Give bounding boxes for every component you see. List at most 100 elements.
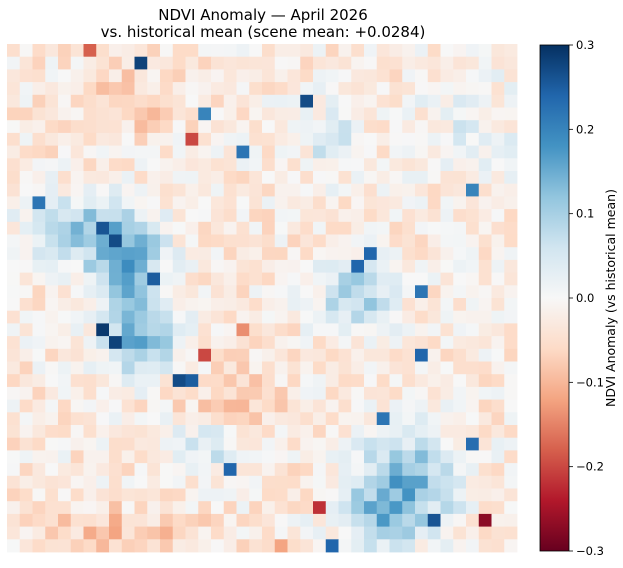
heatmap-cell (466, 272, 480, 286)
heatmap-cell (211, 310, 225, 324)
heatmap-cell (402, 221, 416, 235)
heatmap-cell (134, 272, 148, 286)
heatmap-cell (147, 513, 161, 527)
heatmap-cell (364, 132, 378, 146)
heatmap-cell (478, 69, 492, 83)
heatmap-cell (160, 539, 174, 553)
heatmap-cell (478, 285, 492, 299)
heatmap-cell (121, 69, 135, 83)
heatmap-cell (262, 247, 276, 261)
heatmap-cell (427, 437, 441, 451)
heatmap-cell (236, 82, 250, 96)
heatmap-cell (160, 488, 174, 502)
heatmap-cell (415, 158, 429, 172)
heatmap-cell (427, 82, 441, 96)
heatmap-cell (249, 336, 263, 350)
heatmap-cell (198, 94, 212, 108)
heatmap-cell (160, 221, 174, 235)
heatmap-cell (147, 336, 161, 350)
heatmap-cell (262, 386, 276, 400)
heatmap-cell (313, 171, 327, 185)
heatmap-cell (440, 437, 454, 451)
heatmap-cell (58, 298, 72, 312)
heatmap-cell (300, 488, 314, 502)
heatmap-cell (491, 56, 505, 70)
heatmap-cell (147, 463, 161, 477)
heatmap-cell (198, 247, 212, 261)
heatmap-cell (287, 209, 301, 223)
heatmap-cell (313, 475, 327, 489)
heatmap-cell (376, 94, 390, 108)
heatmap-cell (147, 69, 161, 83)
heatmap-cell (7, 171, 21, 185)
heatmap-cell (440, 463, 454, 477)
heatmap-cell (376, 69, 390, 83)
heatmap-cell (70, 399, 84, 413)
heatmap-cell (134, 221, 148, 235)
heatmap-cell (504, 56, 518, 70)
heatmap-cell (262, 526, 276, 540)
heatmap-cell (109, 44, 123, 58)
heatmap-cell (338, 412, 352, 426)
heatmap-cell (504, 94, 518, 108)
heatmap-cell (325, 120, 339, 134)
heatmap-cell (19, 298, 33, 312)
heatmap-cell (351, 323, 365, 337)
heatmap-cell (351, 386, 365, 400)
heatmap-cell (300, 69, 314, 83)
heatmap-cell (96, 450, 110, 464)
heatmap-cell (478, 488, 492, 502)
heatmap-cell (211, 374, 225, 388)
heatmap-cell (287, 247, 301, 261)
heatmap-cell (466, 183, 480, 197)
heatmap-cell (160, 399, 174, 413)
heatmap-cell (83, 425, 97, 439)
heatmap-cell (338, 234, 352, 248)
heatmap-cell (504, 348, 518, 362)
heatmap-cell (19, 323, 33, 337)
heatmap-cell (236, 171, 250, 185)
heatmap-cell (109, 488, 123, 502)
heatmap-cell (19, 183, 33, 197)
heatmap-cell (19, 488, 33, 502)
heatmap-cell (7, 94, 21, 108)
heatmap-cell (185, 336, 199, 350)
heatmap-cell (198, 374, 212, 388)
heatmap-cell (185, 234, 199, 248)
heatmap-cell (415, 56, 429, 70)
heatmap-cell (160, 425, 174, 439)
heatmap-cell (58, 526, 72, 540)
heatmap-cell (160, 437, 174, 451)
heatmap-cell (185, 463, 199, 477)
heatmap-cell (453, 323, 467, 337)
heatmap-cell (45, 158, 59, 172)
heatmap-cell (223, 56, 237, 70)
heatmap-cell (427, 107, 441, 121)
heatmap-cell (274, 82, 288, 96)
heatmap-cell (300, 386, 314, 400)
heatmap-cell (45, 272, 59, 286)
heatmap-cell (415, 272, 429, 286)
heatmap-cell (121, 247, 135, 261)
heatmap-cell (440, 44, 454, 58)
heatmap-cell (325, 44, 339, 58)
heatmap-cell (325, 348, 339, 362)
heatmap-cell (364, 425, 378, 439)
heatmap-cell (440, 323, 454, 337)
heatmap-cell (402, 196, 416, 210)
heatmap-cell (198, 336, 212, 350)
heatmap-cell (70, 323, 84, 337)
heatmap-cell (491, 412, 505, 426)
heatmap-cell (491, 310, 505, 324)
heatmap-cell (32, 145, 46, 159)
heatmap-cell (83, 171, 97, 185)
heatmap-cell (198, 69, 212, 83)
heatmap-cell (121, 56, 135, 70)
heatmap-cell (7, 298, 21, 312)
heatmap-cell (504, 310, 518, 324)
heatmap-cell (376, 539, 390, 553)
heatmap-cell (160, 463, 174, 477)
heatmap-cell (466, 44, 480, 58)
heatmap-cell (338, 183, 352, 197)
heatmap-cell (83, 463, 97, 477)
